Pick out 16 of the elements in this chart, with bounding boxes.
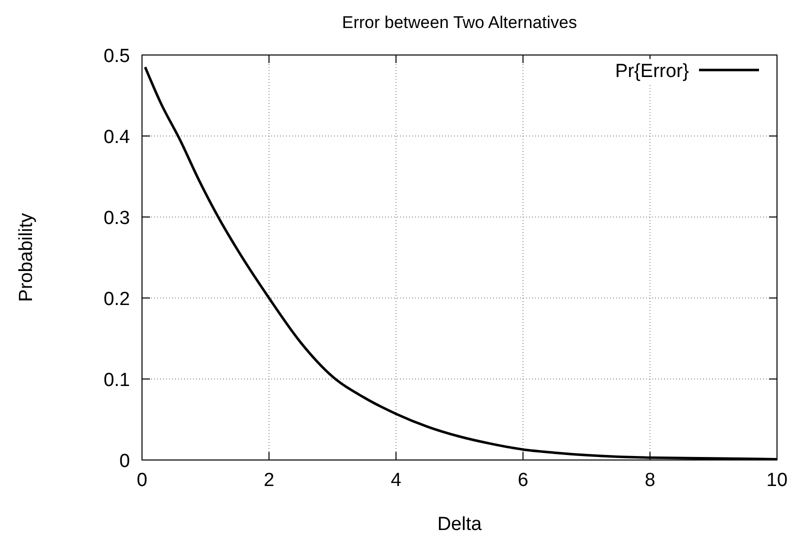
y-tick-label: 0.3 (104, 208, 130, 229)
chart-title: Error between Two Alternatives (342, 13, 577, 32)
x-tick-label: 2 (264, 470, 274, 491)
x-tick-label: 8 (644, 470, 656, 491)
x-tick-label: 10 (766, 470, 788, 491)
y-tick-label: 0.2 (104, 289, 130, 310)
y-tick-label: 0.1 (104, 370, 130, 391)
y-tick-label: 0 (119, 451, 130, 472)
y-axis-title: Probability (16, 212, 37, 302)
x-tick-label: 0 (136, 470, 148, 491)
x-axis-title: Delta (437, 514, 482, 535)
y-tick-label: 0.4 (104, 127, 130, 148)
x-tick-label: 4 (390, 470, 402, 491)
x-tick-label: 6 (518, 470, 528, 491)
y-tick-label: 0.5 (104, 46, 130, 67)
legend-label: Pr{Error} (615, 61, 689, 82)
